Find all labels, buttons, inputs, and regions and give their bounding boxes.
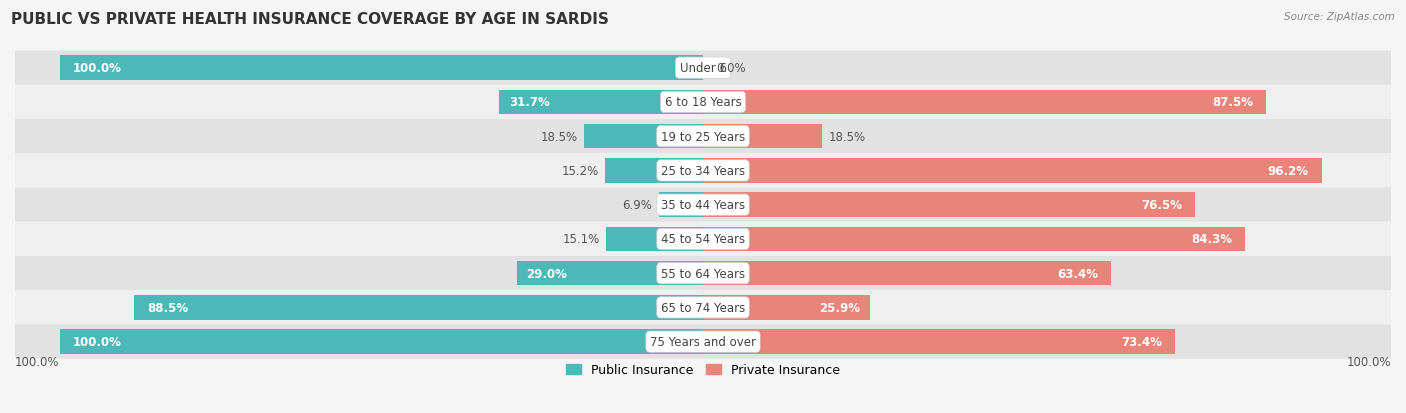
Text: Source: ZipAtlas.com: Source: ZipAtlas.com — [1284, 12, 1395, 22]
Text: Under 6: Under 6 — [679, 62, 727, 75]
Text: 31.7%: 31.7% — [509, 96, 550, 109]
Legend: Public Insurance, Private Insurance: Public Insurance, Private Insurance — [561, 358, 845, 381]
Bar — [605, 159, 703, 183]
Text: 88.5%: 88.5% — [146, 301, 188, 314]
Bar — [703, 227, 1246, 252]
Text: 100.0%: 100.0% — [73, 335, 122, 348]
Text: 25 to 34 Years: 25 to 34 Years — [661, 164, 745, 178]
Text: 18.5%: 18.5% — [540, 131, 578, 143]
Bar — [583, 125, 703, 149]
Bar — [703, 261, 1111, 286]
FancyBboxPatch shape — [15, 154, 1391, 188]
FancyBboxPatch shape — [15, 222, 1391, 256]
Bar — [658, 193, 703, 218]
Text: PUBLIC VS PRIVATE HEALTH INSURANCE COVERAGE BY AGE IN SARDIS: PUBLIC VS PRIVATE HEALTH INSURANCE COVER… — [11, 12, 609, 27]
FancyBboxPatch shape — [15, 256, 1391, 291]
Bar — [703, 125, 823, 149]
FancyBboxPatch shape — [15, 52, 1391, 85]
Text: 45 to 54 Years: 45 to 54 Years — [661, 233, 745, 246]
Bar — [134, 295, 703, 320]
Text: 84.3%: 84.3% — [1191, 233, 1232, 246]
Bar — [60, 330, 703, 354]
Text: 65 to 74 Years: 65 to 74 Years — [661, 301, 745, 314]
FancyBboxPatch shape — [15, 291, 1391, 325]
Text: 19 to 25 Years: 19 to 25 Years — [661, 131, 745, 143]
Text: 100.0%: 100.0% — [1347, 355, 1391, 368]
Text: 76.5%: 76.5% — [1142, 199, 1182, 211]
Bar — [703, 159, 1322, 183]
Text: 15.2%: 15.2% — [561, 164, 599, 178]
Text: 75 Years and over: 75 Years and over — [650, 335, 756, 348]
Text: 6 to 18 Years: 6 to 18 Years — [665, 96, 741, 109]
FancyBboxPatch shape — [15, 85, 1391, 120]
Bar — [499, 90, 703, 115]
FancyBboxPatch shape — [15, 325, 1391, 359]
Text: 15.1%: 15.1% — [562, 233, 599, 246]
Text: 6.9%: 6.9% — [623, 199, 652, 211]
Text: 100.0%: 100.0% — [73, 62, 122, 75]
Bar — [703, 330, 1175, 354]
Text: 35 to 44 Years: 35 to 44 Years — [661, 199, 745, 211]
FancyBboxPatch shape — [15, 120, 1391, 154]
Bar — [60, 56, 703, 81]
Text: 63.4%: 63.4% — [1057, 267, 1098, 280]
Text: 55 to 64 Years: 55 to 64 Years — [661, 267, 745, 280]
Text: 87.5%: 87.5% — [1212, 96, 1253, 109]
Bar — [703, 193, 1195, 218]
Bar — [516, 261, 703, 286]
Text: 29.0%: 29.0% — [526, 267, 567, 280]
FancyBboxPatch shape — [15, 188, 1391, 222]
Bar — [606, 227, 703, 252]
Text: 96.2%: 96.2% — [1268, 164, 1309, 178]
Text: 100.0%: 100.0% — [15, 355, 59, 368]
Text: 0.0%: 0.0% — [716, 62, 745, 75]
Text: 73.4%: 73.4% — [1121, 335, 1163, 348]
Bar — [703, 295, 869, 320]
Text: 18.5%: 18.5% — [828, 131, 866, 143]
Text: 25.9%: 25.9% — [818, 301, 860, 314]
Bar — [703, 90, 1265, 115]
